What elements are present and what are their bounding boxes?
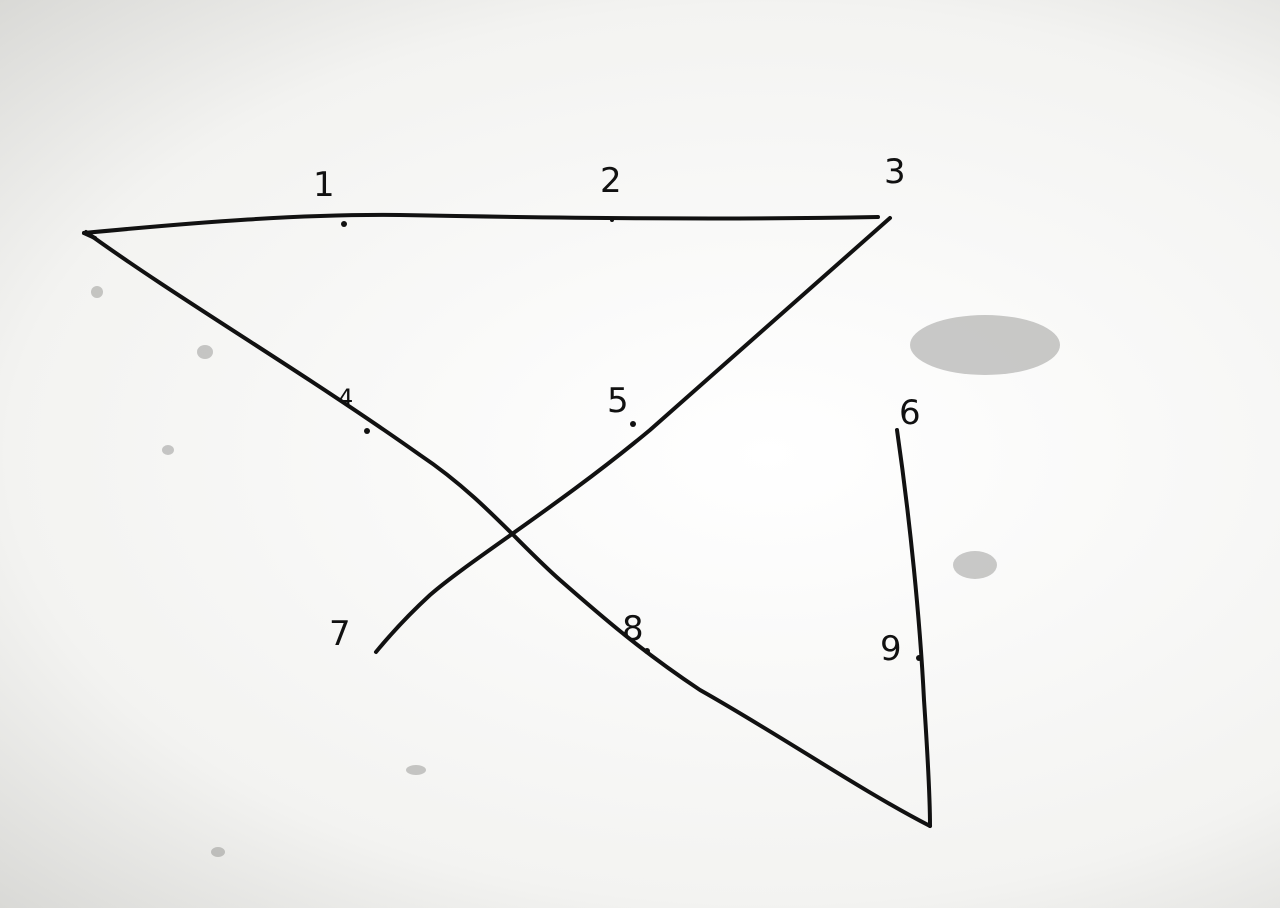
label-5: 5 xyxy=(607,381,629,421)
label-1: 1 xyxy=(313,165,335,205)
label-2: 2 xyxy=(600,161,622,201)
label-4: 4 xyxy=(338,384,353,412)
smudge-mark xyxy=(162,445,174,455)
left-diagonal xyxy=(84,230,932,828)
point-2-dot xyxy=(610,218,614,222)
top-edge xyxy=(82,212,880,235)
label-6: 6 xyxy=(899,393,921,433)
smudge-mark xyxy=(197,345,213,359)
right-vertical xyxy=(895,428,932,828)
smudge-mark xyxy=(91,286,103,298)
label-3: 3 xyxy=(884,152,906,192)
smudge-mark xyxy=(211,847,225,857)
smudge-mark xyxy=(406,765,426,775)
point-4-dot xyxy=(364,428,370,434)
label-8: 8 xyxy=(622,609,644,649)
point-8-dot xyxy=(644,648,650,654)
point-9-dot xyxy=(916,655,922,661)
right-diagonal xyxy=(374,216,892,654)
point-5-dot xyxy=(630,421,636,427)
smudge-mark xyxy=(910,315,1060,375)
label-7: 7 xyxy=(329,614,351,654)
point-1-dot xyxy=(341,221,347,227)
label-9: 9 xyxy=(880,629,902,669)
smudge-mark xyxy=(953,551,997,579)
